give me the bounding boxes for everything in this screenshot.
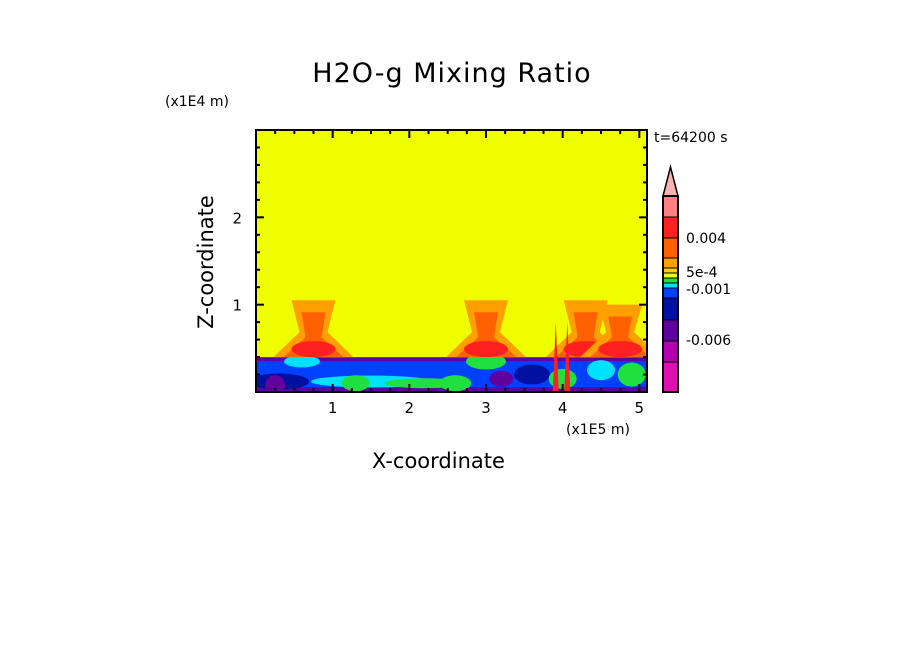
colorbar-segment: [662, 287, 679, 299]
plume-core: [598, 341, 643, 358]
lower-layer-top-band: [256, 358, 647, 362]
lower-layer-patch: [466, 353, 506, 370]
time-label: t=64200 s: [654, 130, 728, 146]
colorbar-segment: [662, 216, 679, 239]
colorbar-segment: [662, 277, 679, 284]
lower-layer-patch: [439, 375, 472, 392]
colorbar-label: 0.004: [686, 231, 726, 247]
x-unit-label: (x1E5 m): [566, 422, 630, 438]
x-tick-label: 2: [405, 399, 415, 417]
updraft-spike: [552, 322, 559, 392]
colorbar-segment: [662, 361, 679, 393]
colorbar-segment: [662, 257, 679, 269]
chart-title: H2O-g Mixing Ratio: [312, 58, 592, 89]
plot-frame: [255, 129, 648, 393]
colorbar-segment: [662, 319, 679, 342]
colorbar-segment: [662, 282, 679, 289]
x-tick-label: 5: [635, 399, 645, 417]
lower-layer-patch: [265, 375, 286, 392]
x-tick-label: 3: [481, 399, 491, 417]
y-tick-label: 2: [232, 209, 242, 227]
y-tick-label: 1: [232, 297, 242, 315]
plume-core: [464, 341, 508, 358]
lower-layer-patch: [341, 375, 370, 392]
lower-layer-patch: [617, 362, 646, 387]
colorbar-label: -0.006: [686, 333, 731, 349]
colorbar-frame: [662, 195, 679, 393]
colorbar-extend-triangle: [662, 164, 679, 197]
lower-layer-patch: [489, 370, 514, 387]
colorbar-segment: [662, 297, 679, 321]
colorbar-label: -0.001: [686, 282, 731, 298]
x-tick-label: 4: [558, 399, 568, 417]
colorbar-segment: [662, 267, 679, 274]
x-tick-label: 1: [328, 399, 338, 417]
plume-core: [291, 341, 336, 358]
y-unit-label: (x1E4 m): [165, 94, 229, 110]
lower-layer-patch: [284, 355, 320, 368]
field: [256, 130, 647, 392]
colorbar-segment: [662, 272, 679, 279]
colorbar-segment: [662, 195, 679, 218]
lower-layer-patch: [514, 364, 550, 385]
updraft-spike: [564, 322, 571, 392]
colorbar-segment: [662, 340, 679, 363]
colorbar-label: 5e-4: [686, 265, 718, 281]
x-axis-label: X-coordinate: [372, 449, 505, 473]
lower-layer-patch: [587, 360, 615, 381]
colorbar-segment: [662, 237, 679, 259]
